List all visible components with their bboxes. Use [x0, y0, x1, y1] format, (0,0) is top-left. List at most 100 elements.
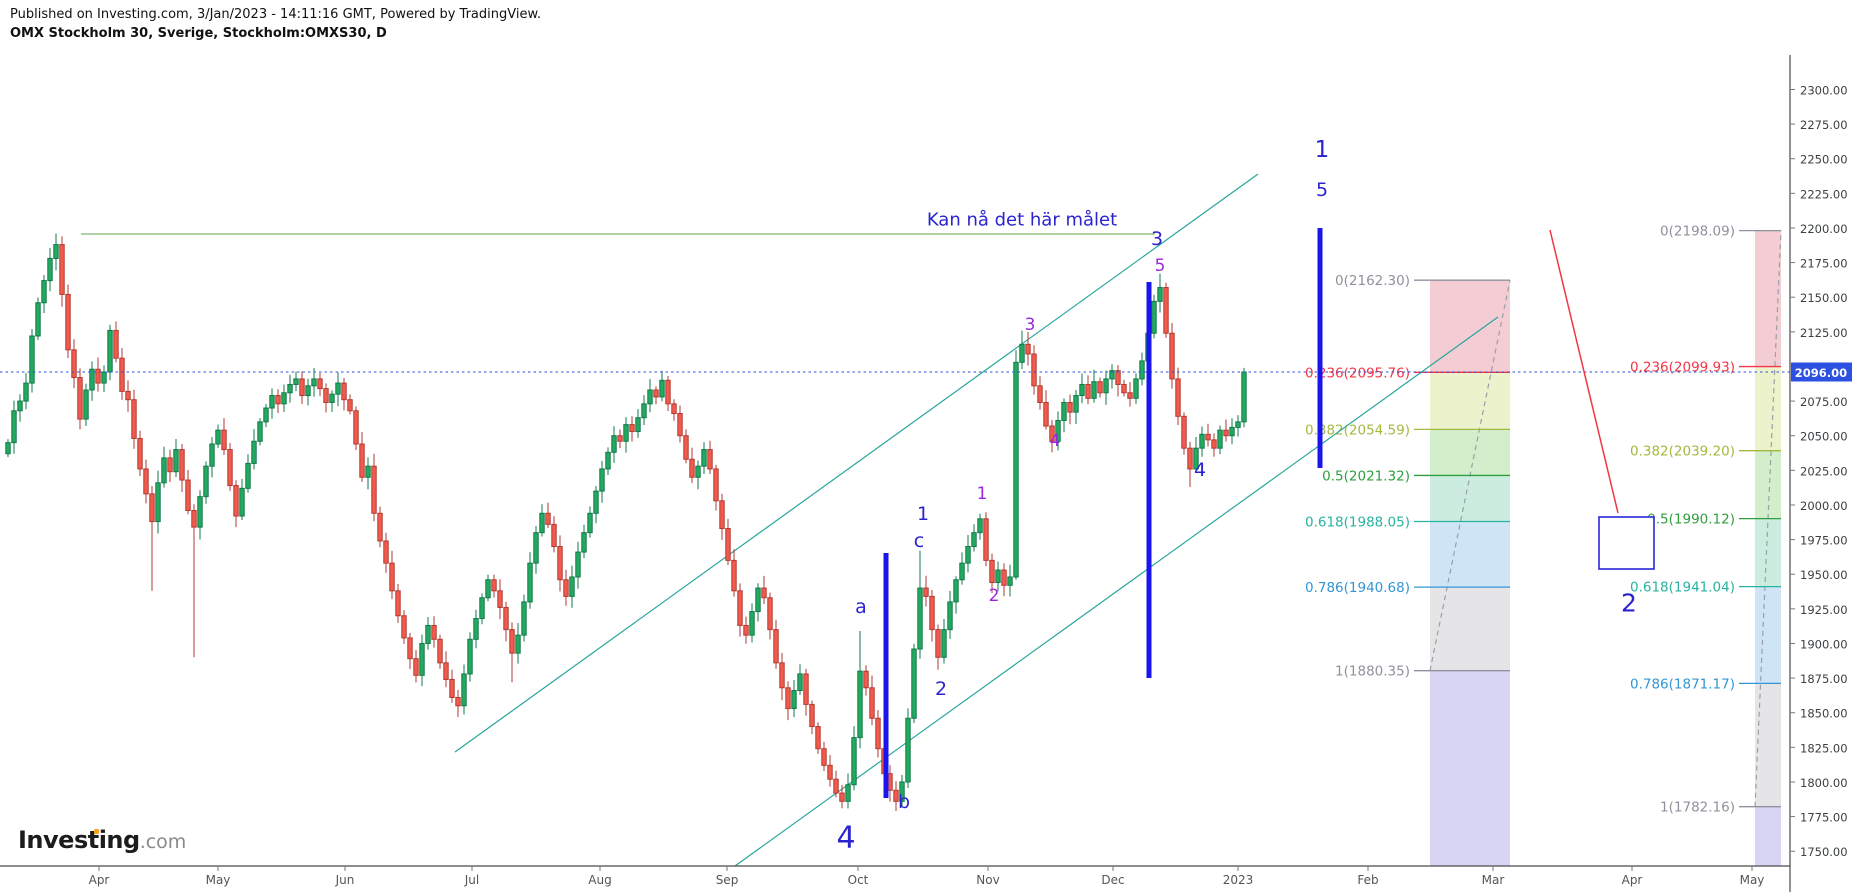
candle-body	[281, 392, 287, 405]
candle-body	[329, 393, 335, 403]
candle-body	[845, 784, 851, 802]
fib-1-zone[interactable]: 0(2162.30) 0.236(2095.76) 0.382(2054.59) 0.…	[1305, 273, 1511, 866]
wave-label-5[interactable]: 5	[1155, 256, 1166, 276]
fib-1-band	[1430, 280, 1510, 373]
candle-body	[869, 687, 875, 719]
candle-body	[503, 606, 509, 631]
candle	[1133, 373, 1139, 404]
candle-body	[785, 687, 791, 710]
price-label-1925: 1925.00	[1800, 603, 1848, 617]
price-label-2000: 2000.00	[1800, 499, 1848, 513]
candle-body	[587, 512, 593, 534]
candle-body	[497, 590, 503, 608]
wave-label-4[interactable]: 4	[1194, 459, 1206, 481]
candle	[503, 601, 509, 642]
wave-label-2[interactable]: 2	[935, 678, 947, 700]
candle	[353, 406, 359, 451]
candle	[311, 368, 317, 397]
wave-label-3[interactable]: 3	[1151, 228, 1163, 250]
wave-label-2[interactable]: 2	[989, 586, 1000, 606]
wave-label-1[interactable]: 1	[917, 503, 929, 525]
candle-body	[119, 357, 125, 392]
candle-body	[173, 449, 179, 473]
candle	[617, 429, 623, 449]
wave-label-1[interactable]: 1	[1315, 137, 1330, 163]
time-label-May: May	[206, 873, 231, 887]
candle	[431, 616, 437, 648]
candle	[539, 504, 545, 537]
candle	[83, 383, 89, 426]
candle	[899, 774, 905, 807]
candle	[1001, 563, 1007, 597]
fib-2-band	[1755, 518, 1781, 587]
candle	[233, 480, 239, 528]
wave-label-4[interactable]: 4	[1050, 431, 1061, 451]
target-rectangle[interactable]	[1598, 516, 1655, 570]
candle-body	[635, 417, 641, 433]
candle	[1235, 415, 1241, 437]
candle-body	[239, 487, 245, 517]
candle-body	[365, 465, 371, 478]
candle-body	[17, 400, 23, 412]
fib-1-band	[1430, 429, 1510, 476]
wave-label-b[interactable]: b	[898, 791, 910, 813]
channel-lower-line[interactable]	[734, 316, 1499, 867]
candle	[53, 233, 59, 271]
candle-body	[929, 595, 935, 631]
wave-label-1[interactable]: 1	[977, 484, 988, 504]
candle	[1061, 398, 1067, 433]
time-label-Jul: Jul	[464, 873, 479, 887]
price-scale[interactable]: 2300.00 2275.00 2250.00 2225.00 2200.00 2175.…	[1790, 83, 1848, 859]
red-trendline[interactable]	[1549, 229, 1619, 514]
candle-body	[947, 601, 953, 631]
candle	[143, 459, 149, 504]
channel-upper-line[interactable]	[454, 173, 1259, 753]
candle	[683, 429, 689, 464]
candle	[101, 365, 107, 393]
candle	[515, 622, 521, 664]
wave-label-c[interactable]: c	[914, 530, 924, 552]
wave-label-3[interactable]: 3	[1025, 315, 1036, 335]
candle-body	[299, 378, 305, 397]
wave-label-5[interactable]: 5	[1316, 179, 1328, 201]
candle	[959, 552, 965, 585]
wave-label-a[interactable]: a	[855, 596, 867, 618]
candle	[1109, 364, 1115, 389]
candle-body	[593, 490, 599, 514]
candle-body	[473, 618, 479, 640]
candle	[875, 710, 881, 758]
wave-label-4[interactable]: 4	[836, 821, 855, 856]
candle-body	[323, 388, 329, 403]
candle-body	[743, 624, 749, 636]
candle-body	[251, 440, 257, 464]
candle-body	[245, 462, 251, 489]
candle-body	[455, 696, 461, 707]
candle-body	[1217, 429, 1223, 449]
fib-1-level-label: 1(1880.35)	[1335, 664, 1410, 680]
candle-body	[401, 615, 407, 639]
candle-body	[797, 673, 803, 692]
time-label-Feb: Feb	[1357, 873, 1378, 887]
candle	[1013, 350, 1019, 580]
candle-body	[149, 493, 155, 523]
candle	[599, 461, 605, 503]
candle	[953, 576, 959, 614]
time-scale[interactable]: Apr May Jun Jul Aug Sep Oct Nov Dec 2023 Feb Mar Apr…	[89, 866, 1765, 887]
logo-suffix: .com	[139, 831, 187, 853]
candle-body	[347, 399, 353, 412]
candle	[125, 380, 131, 412]
candle	[11, 400, 17, 454]
candle	[701, 442, 707, 475]
trend-channel[interactable]	[454, 173, 1499, 867]
time-label-Dec: Dec	[1101, 873, 1124, 887]
wave-label-2[interactable]: 2	[1621, 589, 1637, 618]
time-label-Oct: Oct	[848, 873, 869, 887]
candle-body	[233, 485, 239, 517]
candle	[827, 755, 833, 787]
candle	[803, 668, 809, 716]
candle-body	[197, 496, 203, 528]
candle-body	[71, 349, 77, 379]
target-note-text[interactable]: Kan nå det här målet	[927, 210, 1117, 231]
candle	[593, 486, 599, 524]
